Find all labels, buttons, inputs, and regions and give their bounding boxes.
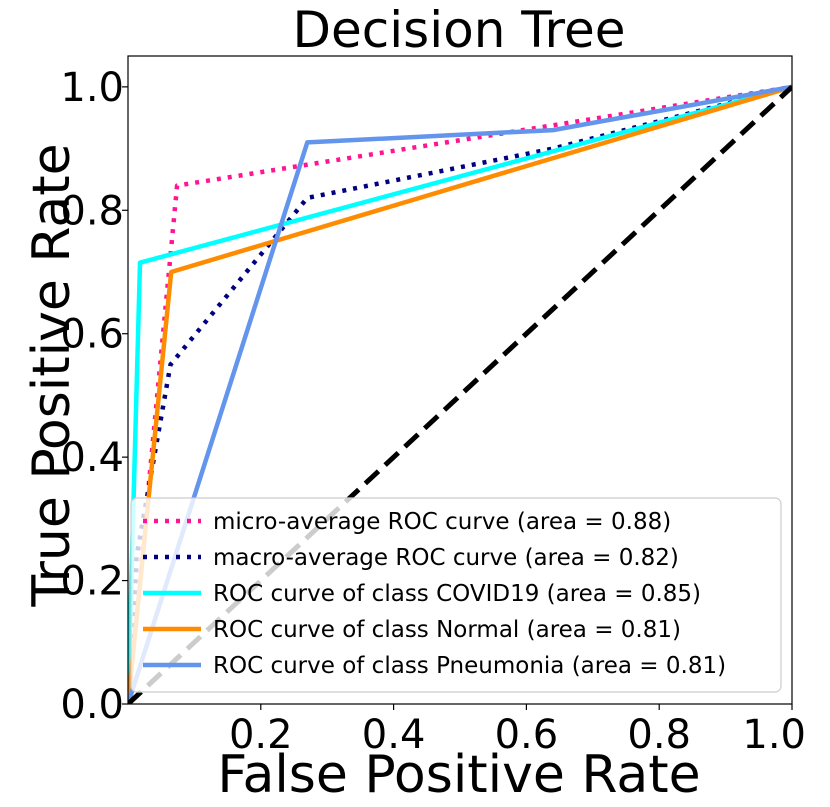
x-tick-label: 0.2 bbox=[229, 712, 293, 758]
y-tick-label: 0.0 bbox=[60, 682, 124, 728]
x-axis-title: False Positive Rate bbox=[217, 745, 700, 805]
chart-title: Decision Tree bbox=[293, 1, 626, 59]
y-axis-title: True Positive Rate bbox=[22, 143, 82, 607]
legend-label-3: ROC curve of class COVID19 (area = 0.85) bbox=[213, 581, 701, 607]
x-tick-label: 0.6 bbox=[495, 712, 559, 758]
y-tick-label: 0.4 bbox=[60, 435, 124, 481]
x-tick-label: 0.8 bbox=[627, 712, 691, 758]
y-tick-label: 0.8 bbox=[60, 188, 124, 234]
legend-box bbox=[130, 497, 782, 693]
series-line-5 bbox=[128, 84, 792, 704]
legend-label-2: macro-average ROC curve (area = 0.82) bbox=[213, 545, 679, 571]
legend-label-1: micro-average ROC curve (area = 0.88) bbox=[213, 509, 671, 535]
axis-ticks: 0.2 0.4 0.6 0.8 1.0 0.0 0.2 0.4 0.6 0.8 1.0 bbox=[60, 65, 806, 758]
y-tick-label: 0.2 bbox=[60, 559, 124, 605]
y-tick-label: 1.0 bbox=[60, 65, 124, 111]
plot-frame bbox=[127, 55, 793, 705]
x-tick-label: 0.4 bbox=[362, 712, 426, 758]
series-line-1 bbox=[128, 84, 792, 704]
legend-label-5: ROC curve of class Pneumonia (area = 0.8… bbox=[213, 653, 726, 679]
legend: micro-average ROC curve (area = 0.88) mac… bbox=[130, 497, 782, 693]
legend-label-4: ROC curve of class Normal (area = 0.81) bbox=[213, 617, 681, 643]
x-tick-label: 1.0 bbox=[742, 712, 806, 758]
y-tick-label: 0.6 bbox=[60, 312, 124, 358]
